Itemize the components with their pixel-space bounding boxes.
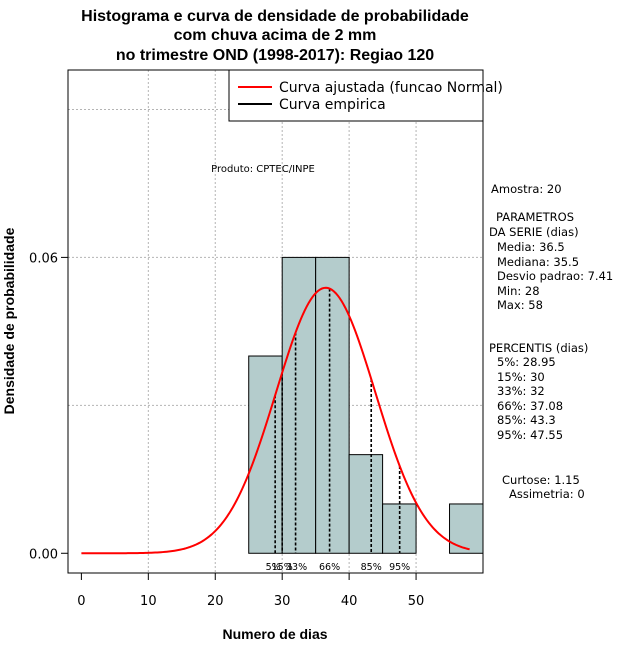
side-param-title-2: DA SERIE (dias) bbox=[489, 225, 579, 239]
x-tick-label: 0 bbox=[77, 594, 85, 609]
chart-title-line-1: Histograma e curva de densidade de proba… bbox=[81, 8, 469, 25]
side-p33: 33%: 32 bbox=[497, 384, 545, 398]
x-tick-label: 20 bbox=[207, 594, 224, 609]
side-p85: 85%: 43.3 bbox=[497, 413, 556, 427]
side-p95: 95%: 47.55 bbox=[497, 428, 563, 442]
legend-box bbox=[228, 69, 484, 122]
side-p15: 15%: 30 bbox=[497, 370, 545, 384]
curve-layer bbox=[81, 286, 470, 555]
histogram-bar bbox=[315, 256, 350, 554]
x-tick-label: 30 bbox=[274, 594, 291, 609]
side-pct-title: PERCENTIS (dias) bbox=[489, 341, 588, 355]
histogram-bar bbox=[449, 503, 484, 554]
normal-curve bbox=[81, 286, 470, 555]
percentile-label: 33% bbox=[286, 562, 307, 573]
side-mediana: Mediana: 35.5 bbox=[497, 255, 579, 269]
x-tick-label: 10 bbox=[140, 594, 157, 609]
histogram-bar bbox=[348, 454, 384, 554]
percentile-label: 15% bbox=[272, 562, 293, 573]
y-tick-label: 0.00 bbox=[29, 547, 58, 562]
x-axis-label: Numero de dias bbox=[222, 626, 327, 642]
legend-label-empirical: Curva empirica bbox=[279, 97, 386, 113]
side-curtose: Curtose: 1.15 bbox=[502, 473, 580, 487]
histogram-bar bbox=[281, 256, 317, 554]
side-max: Max: 58 bbox=[497, 298, 543, 312]
side-amostra: Amostra: 20 bbox=[491, 182, 562, 196]
side-assimetria: Assimetria: 0 bbox=[509, 487, 585, 501]
legend-label-normal: Curva ajustada (funcao Normal) bbox=[279, 80, 503, 96]
product-annotation: Produto: CPTEC/INPE bbox=[211, 164, 315, 175]
chart-title-line-3: no trimestre OND (1998-2017): Regiao 120 bbox=[116, 47, 434, 64]
tick-layer: 0 10 20 30 40 50 0.00 0.06 bbox=[29, 251, 424, 609]
chart-title-line-2: com chuva acima de 2 mm bbox=[174, 27, 377, 44]
percentile-label: 5% bbox=[266, 562, 281, 573]
percentile-label: 66% bbox=[319, 562, 340, 573]
side-p5: 5%: 28.95 bbox=[497, 355, 556, 369]
percentile-label: 85% bbox=[361, 562, 382, 573]
percentile-label: 95% bbox=[389, 562, 410, 573]
side-min: Min: 28 bbox=[497, 284, 540, 298]
side-p66: 66%: 37.08 bbox=[497, 399, 563, 413]
side-media: Media: 36.5 bbox=[497, 240, 565, 254]
legend: Curva ajustada (funcao Normal) Curva emp… bbox=[228, 69, 503, 122]
side-param-title-1: PARAMETROS bbox=[496, 210, 574, 224]
y-tick-label: 0.06 bbox=[29, 251, 58, 266]
x-tick-label: 40 bbox=[341, 594, 358, 609]
percentile-layer: 5%15%33% 66% 85% 95% bbox=[266, 288, 410, 573]
side-panel: Amostra: 20 PARAMETROS DA SERIE (dias) M… bbox=[489, 182, 613, 501]
x-tick-label: 50 bbox=[408, 594, 425, 609]
y-axis-label: Densidade de probabilidade bbox=[1, 227, 17, 414]
side-desvio: Desvio padrao: 7.41 bbox=[497, 269, 613, 283]
